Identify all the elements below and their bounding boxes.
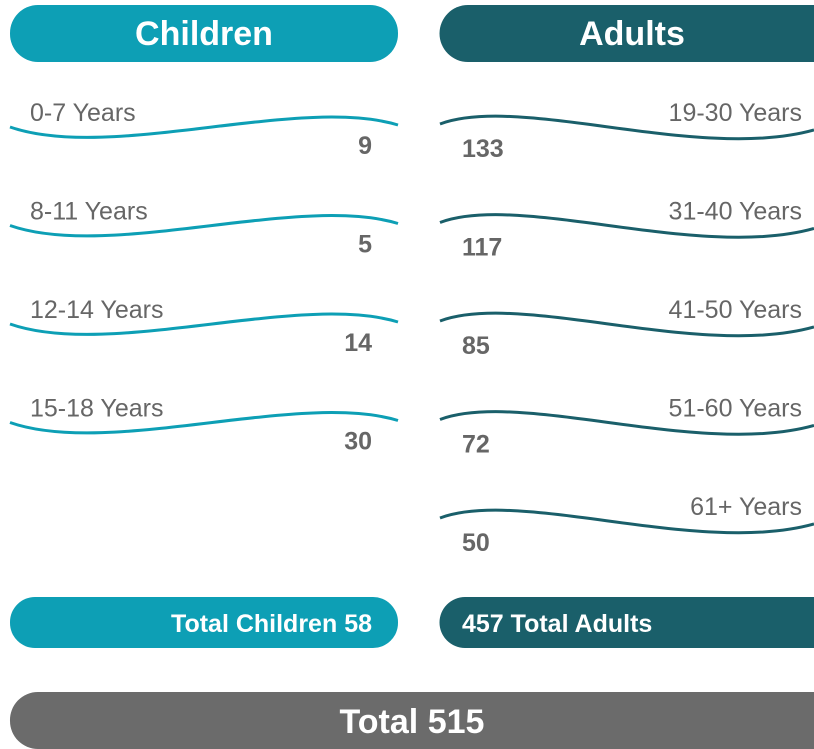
children-header-pill: [10, 5, 398, 62]
wave-line: [439, 114, 814, 141]
adults-total: 457 Total Adults: [462, 610, 652, 638]
wave-line: [9, 312, 399, 336]
wave-line: [439, 213, 814, 239]
age-label: 19-30 Years: [669, 99, 802, 127]
age-label: 8-11 Years: [30, 198, 148, 226]
children-total-value: 58: [344, 610, 372, 638]
adults-header: Adults: [579, 15, 685, 53]
wave-line: [9, 115, 399, 139]
adults-total-value: 457: [462, 610, 504, 638]
age-label: 41-50 Years: [669, 296, 802, 324]
age-label: 12-14 Years: [30, 296, 163, 324]
adults-total-label: Total Adults: [511, 610, 653, 638]
count: 85: [462, 332, 490, 360]
adults-total-pill: [439, 597, 814, 648]
age-label: 51-60 Years: [669, 395, 802, 423]
count: 133: [462, 135, 504, 163]
wave-line: [439, 311, 814, 338]
count: 14: [344, 329, 372, 357]
wave-line: [439, 410, 814, 436]
wave-line: [9, 411, 399, 435]
adults-header-pill: [439, 5, 814, 62]
count: 30: [344, 428, 372, 456]
age-label: 61+ Years: [690, 493, 802, 521]
count: 72: [462, 431, 490, 459]
count: 117: [462, 234, 502, 262]
children-total-pill: [10, 597, 398, 648]
grand-total-value: 515: [428, 703, 485, 741]
children-total: Total Children 58: [171, 610, 372, 638]
children-total-label: Total Children: [171, 610, 337, 638]
grand-total-pill: [9, 692, 814, 749]
grand-total: Total 515: [340, 703, 485, 741]
age-label: 15-18 Years: [30, 395, 163, 423]
children-header: Children: [135, 15, 273, 53]
age-label: 31-40 Years: [669, 198, 802, 226]
grand-total-label: Total: [340, 703, 419, 741]
age-label: 0-7 Years: [30, 99, 136, 127]
count: 9: [358, 132, 372, 160]
wave-line: [439, 508, 814, 535]
count: 5: [358, 231, 372, 259]
count: 50: [462, 529, 490, 557]
wave-line: [9, 214, 399, 238]
